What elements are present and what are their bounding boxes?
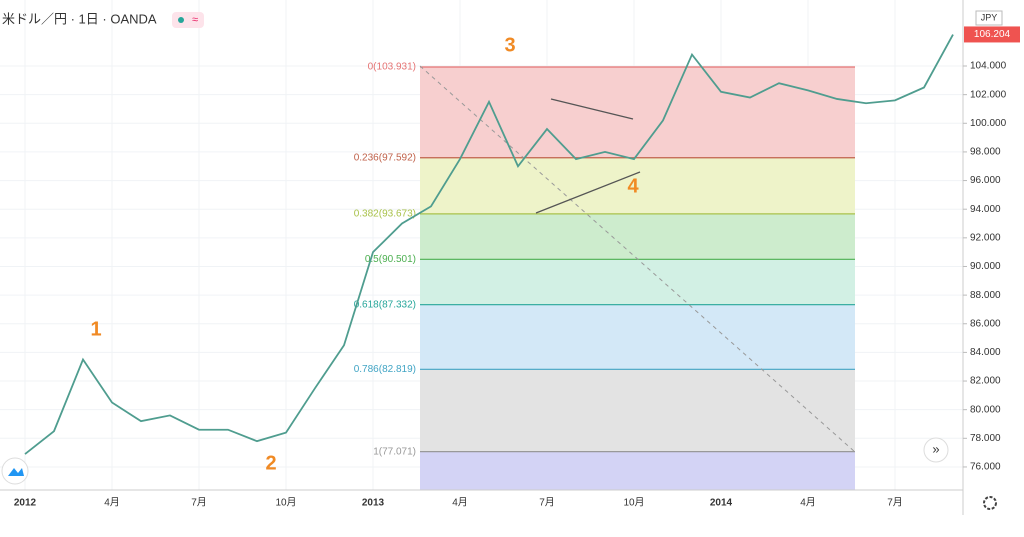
fib-label: 1(77.071)	[373, 446, 416, 457]
x-tick-label: 4月	[800, 497, 816, 509]
status-badge[interactable]	[172, 12, 204, 28]
x-tick-label: 7月	[191, 497, 207, 509]
scroll-icon: »	[932, 441, 939, 456]
y-tick-label: 80.000	[970, 404, 1001, 415]
y-tick-label: 82.000	[970, 376, 1001, 387]
last-price-box	[964, 26, 1020, 43]
currency-box	[975, 10, 1003, 26]
y-tick-label: 84.000	[970, 347, 1001, 358]
y-tick-label: 102.000	[970, 89, 1007, 100]
annotation: 1	[90, 318, 101, 340]
trend-line	[535, 171, 641, 214]
trend-line	[550, 98, 634, 120]
y-tick-label: 94.000	[970, 204, 1001, 215]
x-tick-label: 10月	[623, 497, 644, 509]
fib-label: 0.786(82.819)	[354, 364, 416, 375]
fib-band	[420, 304, 855, 370]
plot	[24, 34, 954, 455]
fib-band	[420, 369, 855, 452]
x-tick-label: 2012	[14, 498, 37, 509]
annotation: 2	[265, 452, 276, 474]
y-tick-label: 98.000	[970, 147, 1001, 158]
x-tick-label: 2014	[710, 498, 733, 509]
fib-label: 0.5(90.501)	[365, 254, 416, 265]
y-tick-label: 96.000	[970, 175, 1001, 186]
fib-label: 0.618(87.332)	[354, 299, 416, 310]
y-tick-label: 104.000	[970, 61, 1007, 72]
fib-label: 0.236(97.592)	[354, 152, 416, 163]
x-tick-label: 7月	[539, 497, 555, 509]
header-title: 米ドル／円 · 1日 · OANDA	[2, 11, 157, 26]
x-tick-label: 10月	[275, 497, 296, 509]
y-tick-label: 100.000	[970, 118, 1007, 129]
x-tick-label: 7月	[887, 497, 903, 509]
y-tick-label: 92.000	[970, 232, 1001, 243]
y-tick-label: 90.000	[970, 261, 1001, 272]
fib-trend	[419, 65, 856, 453]
fib-band	[420, 259, 855, 305]
x-tick-label: 4月	[452, 497, 468, 509]
fib-band	[420, 157, 855, 214]
x-tick-label: 2013	[362, 498, 385, 509]
settings-icon[interactable]	[983, 496, 997, 510]
status-dot	[178, 17, 184, 23]
fib-label: 0.382(93.673)	[354, 209, 416, 220]
fib-band	[420, 451, 855, 490]
fibonacci: 0(103.931) 0.236(97.592) 0.382(93.673) 0.5(…	[354, 62, 855, 490]
currency: JPY	[981, 12, 998, 22]
y-tick-label: 86.000	[970, 318, 1001, 329]
fib-band	[420, 66, 855, 158]
fib-label: 0(103.931)	[368, 62, 416, 73]
y-tick-label: 88.000	[970, 290, 1001, 301]
price-line	[24, 34, 954, 455]
fib-band	[420, 213, 855, 260]
logo	[8, 468, 24, 476]
scroll-button[interactable]	[923, 437, 949, 463]
y-tick-label: 78.000	[970, 433, 1001, 444]
annotation: 3	[504, 34, 515, 56]
last-price-label: 106.204	[974, 29, 1011, 40]
x-tick-label: 4月	[104, 497, 120, 509]
y-tick-label: 76.000	[970, 462, 1001, 473]
status-icon: ≈	[192, 14, 198, 26]
annotation: 4	[627, 175, 639, 197]
